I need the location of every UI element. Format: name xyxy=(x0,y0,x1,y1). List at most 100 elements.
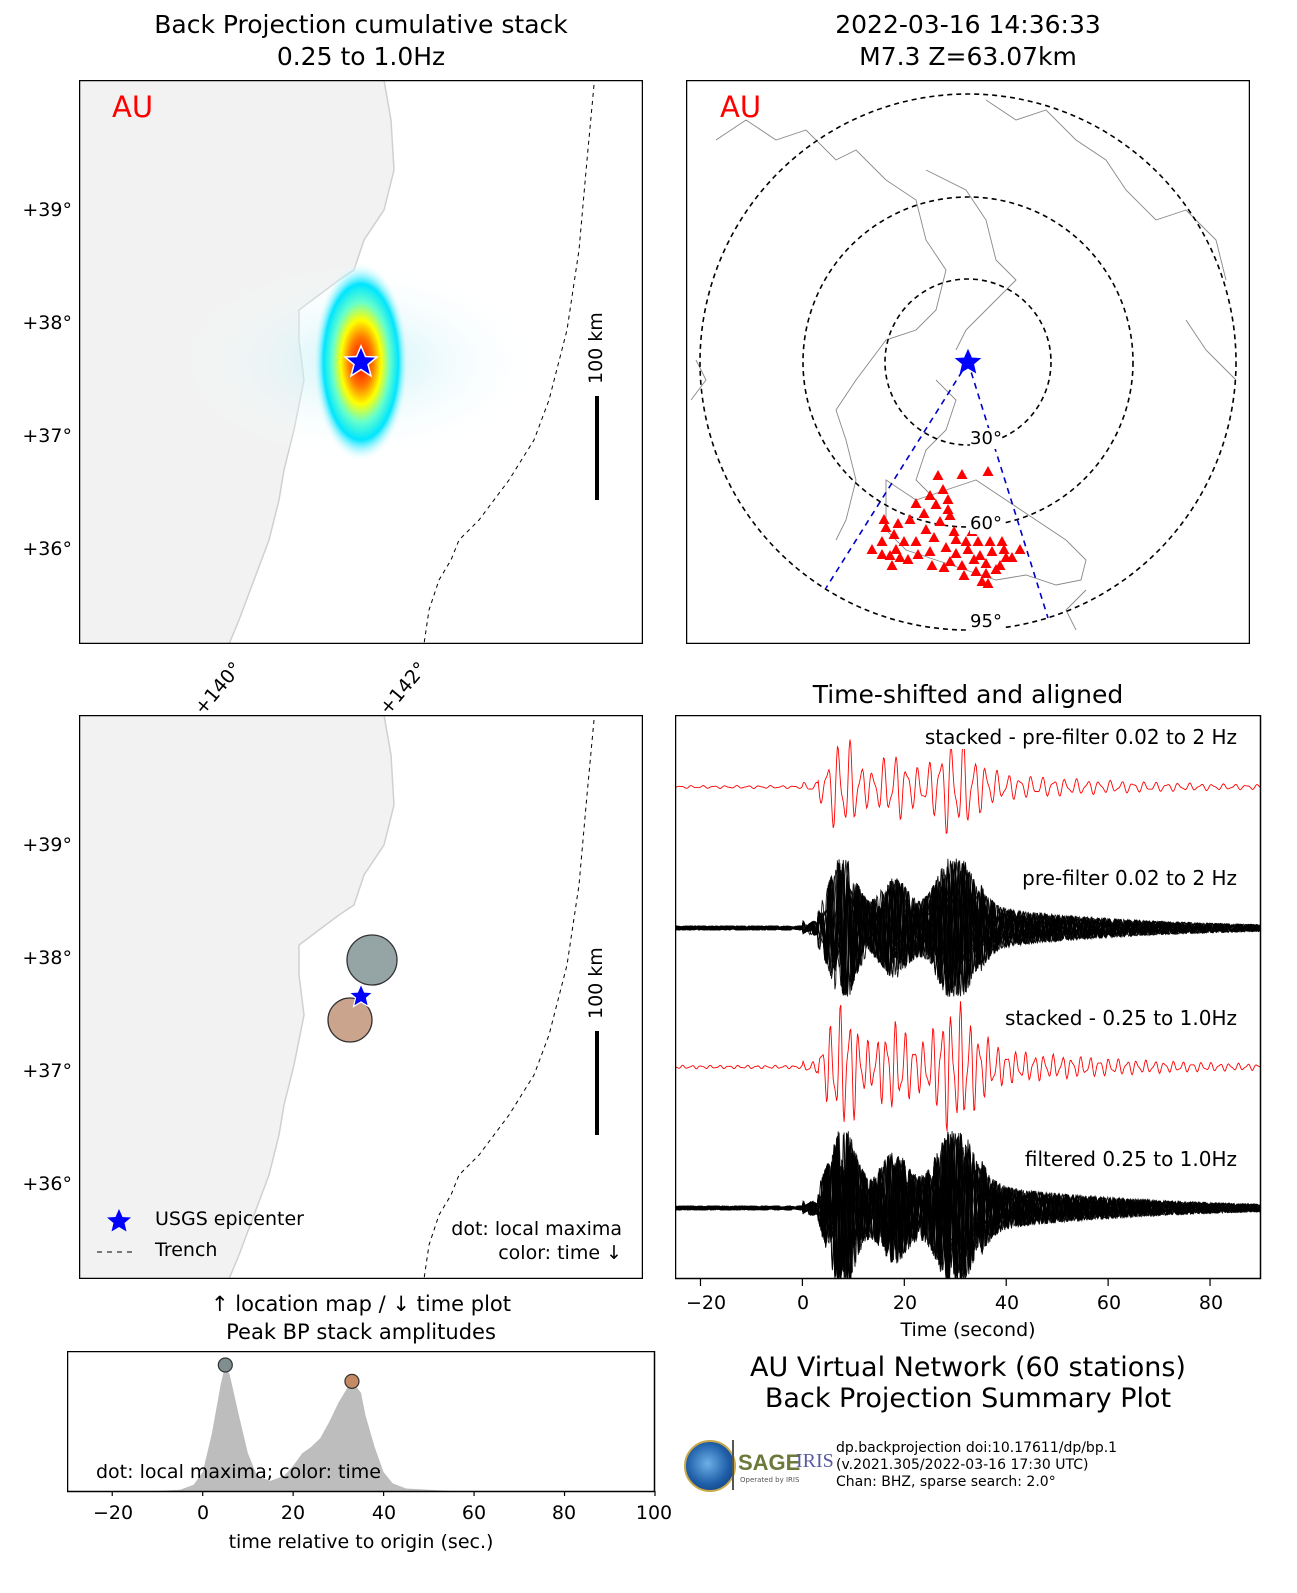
trench-line xyxy=(423,719,595,1279)
lon-tick: +142° xyxy=(375,657,432,720)
globe-map xyxy=(686,80,1250,644)
time-x-tick: 0 xyxy=(196,1502,210,1524)
lat-tick: +39° xyxy=(22,199,72,221)
credit-line-2: (v.2021.305/2022-03-16 17:30 UTC) xyxy=(836,1457,1089,1473)
azimuth-boundary xyxy=(967,361,1049,619)
time-x-tick: 20 xyxy=(280,1502,306,1524)
waveform-label-4: filtered 0.25 to 1.0Hz xyxy=(1024,1147,1237,1171)
location-map xyxy=(79,715,643,1279)
wave-x-tick: 80 xyxy=(1198,1292,1224,1314)
time-maxima-dot xyxy=(217,1357,233,1373)
time-x-tick: 60 xyxy=(461,1502,487,1524)
station-marker xyxy=(950,534,962,544)
waveform-label-1: stacked - pre-filter 0.02 to 2 Hz xyxy=(924,725,1237,749)
coastline xyxy=(690,359,707,401)
station-marker xyxy=(968,554,980,564)
legend-trench: Trench xyxy=(155,1239,218,1261)
logo-divider xyxy=(732,1440,734,1490)
lat-tick: +38° xyxy=(22,947,72,969)
coastline xyxy=(925,169,1017,351)
summary-subtitle: Back Projection Summary Plot xyxy=(764,1383,1172,1414)
station-marker xyxy=(1014,544,1026,554)
peak-amplitude-area xyxy=(67,1365,655,1491)
lat-tick: +39° xyxy=(22,834,72,856)
bp-map-title: Back Projection cumulative stack xyxy=(154,10,568,39)
station-marker xyxy=(898,536,910,546)
station-marker xyxy=(984,536,996,546)
station-marker xyxy=(972,536,984,546)
bp-map-subtitle: 0.25 to 1.0Hz xyxy=(276,42,446,71)
lat-tick: +37° xyxy=(22,1060,72,1082)
scale-label: 100 km xyxy=(585,312,607,384)
ring-label-60: 60° xyxy=(970,513,1002,534)
iris-logo: IRIS xyxy=(796,1450,834,1472)
lat-tick: +36° xyxy=(22,1173,72,1195)
credit-line-3: Chan: BHZ, sparse search: 2.0° xyxy=(836,1474,1056,1490)
station-marker xyxy=(996,536,1008,546)
station-marker xyxy=(918,508,930,518)
time-plot-note: dot: local maxima; color: time xyxy=(96,1461,381,1483)
station-marker xyxy=(866,544,878,554)
station-marker xyxy=(910,536,922,546)
station-marker xyxy=(948,526,960,536)
station-marker xyxy=(960,536,972,546)
waveform-trace xyxy=(675,1132,1261,1279)
station-marker xyxy=(980,568,992,578)
station-marker xyxy=(888,529,900,539)
station-marker xyxy=(886,560,898,570)
coastline xyxy=(1185,319,1237,381)
lat-tick: +38° xyxy=(22,312,72,334)
station-marker xyxy=(986,546,998,556)
station-marker xyxy=(990,564,1002,574)
station-marker xyxy=(880,522,892,532)
station-marker xyxy=(876,549,888,559)
coastline xyxy=(715,119,947,541)
epicenter-star xyxy=(954,348,982,374)
azimuth-boundary xyxy=(825,361,969,589)
time-plot xyxy=(67,1351,656,1496)
coastline xyxy=(885,479,1087,586)
time-maxima-dot xyxy=(344,1373,360,1389)
coastline xyxy=(1065,589,1087,631)
ring-label-95: 95° xyxy=(970,611,1002,632)
station-marker xyxy=(998,544,1010,554)
credit-line-1: dp.backprojection doi:10.17611/dp/bp.1 xyxy=(836,1440,1118,1456)
station-marker xyxy=(956,469,968,479)
station-marker xyxy=(884,550,896,560)
lon-tick: +140° xyxy=(190,657,247,720)
station-marker xyxy=(912,549,924,559)
station-marker xyxy=(956,560,968,570)
waveform-trace xyxy=(675,858,1261,991)
stations xyxy=(866,466,1026,588)
station-marker xyxy=(924,546,936,556)
station-marker xyxy=(944,510,956,520)
maxima-dot-2 xyxy=(327,997,373,1043)
station-marker xyxy=(1000,552,1012,562)
event-time: 2022-03-16 14:36:33 xyxy=(835,10,1101,39)
wave-x-tick: 0 xyxy=(796,1292,810,1314)
station-marker xyxy=(950,548,962,558)
network-label: AU xyxy=(720,90,762,124)
maxima-dot-1 xyxy=(346,934,398,986)
station-marker xyxy=(930,499,942,509)
bp-map xyxy=(79,80,643,644)
station-marker xyxy=(932,470,944,480)
wave-x-tick: 60 xyxy=(1096,1292,1122,1314)
legend-star-icon xyxy=(107,1209,131,1232)
station-marker xyxy=(878,514,890,524)
station-marker xyxy=(920,524,932,534)
station-marker xyxy=(976,576,988,586)
ring-label-30: 30° xyxy=(970,428,1002,449)
station-marker xyxy=(958,570,970,580)
station-marker xyxy=(894,552,906,562)
waveform-trace xyxy=(675,862,1261,995)
summary-title: AU Virtual Network (60 stations) xyxy=(750,1352,1186,1383)
lat-tick: +36° xyxy=(22,538,72,560)
epicenter-star xyxy=(343,344,379,378)
station-marker xyxy=(937,484,949,494)
waveform-trace xyxy=(675,863,1261,995)
nsf-logo-icon xyxy=(684,1440,736,1492)
caption-1: ↑ location map / ↓ time plot xyxy=(211,1292,511,1316)
station-marker xyxy=(928,532,940,542)
station-marker xyxy=(876,536,888,546)
